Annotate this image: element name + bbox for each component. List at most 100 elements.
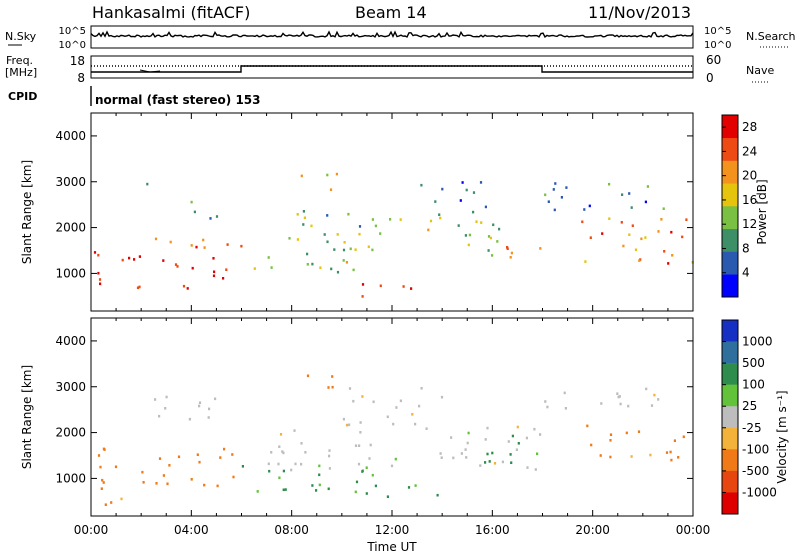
data-cell (608, 182, 611, 186)
data-cell (390, 464, 394, 468)
freq-tick-bottom: 8 (77, 71, 85, 85)
colorbar-segment (722, 406, 738, 429)
colorbar-tick-label: 20 (742, 169, 757, 183)
data-cell (622, 244, 625, 248)
data-cell (410, 287, 413, 290)
data-cell (671, 254, 674, 257)
data-cell (121, 258, 124, 262)
colorbar-tick-label: -500 (742, 464, 769, 478)
colorbar-segment (722, 160, 738, 184)
x-tick-label: 00:00 (676, 523, 711, 537)
velocity-heatmap (97, 374, 685, 506)
data-cell (526, 466, 529, 469)
data-cell (644, 236, 647, 239)
date-title: 11/Nov/2013 (588, 3, 691, 22)
data-cell (491, 254, 494, 257)
data-cell (198, 460, 201, 464)
colorbar-tick-label: 25 (742, 399, 757, 413)
colorbar-segment (722, 470, 738, 493)
data-cell (347, 212, 350, 216)
data-cell (231, 453, 234, 456)
data-cell (368, 457, 371, 460)
data-cell (114, 465, 118, 469)
data-cell (434, 200, 437, 203)
station-title: Hankasalmi (fitACF) (92, 3, 250, 22)
data-cell (625, 431, 628, 435)
data-cell (97, 454, 101, 457)
data-cell (479, 464, 482, 467)
x-tick-label: 16:00 (475, 523, 510, 537)
data-cell (193, 210, 196, 214)
data-cell (136, 286, 140, 290)
data-cell (628, 233, 631, 236)
colorbar-segment (722, 320, 738, 342)
data-cell (599, 454, 602, 457)
data-cell (282, 451, 285, 455)
data-cell (164, 407, 167, 410)
data-cell (414, 484, 417, 487)
data-cell (358, 225, 362, 228)
data-cell (328, 449, 331, 452)
data-cell (361, 395, 364, 398)
colorbar-tick-label: 8 (742, 241, 750, 255)
data-cell (399, 399, 402, 403)
data-cell (653, 393, 656, 397)
data-cell (506, 246, 509, 249)
data-cell (190, 244, 193, 247)
data-cell (99, 282, 102, 286)
colorbar-tick-label: -100 (742, 442, 769, 456)
data-cell (203, 246, 206, 249)
data-cell (154, 237, 158, 241)
data-cell (637, 430, 641, 433)
data-cell (158, 414, 161, 418)
colorbar-tick-label: 1000 (742, 335, 773, 349)
data-cell (464, 448, 467, 451)
data-cell (427, 228, 430, 232)
data-cell (268, 469, 271, 473)
data-cell (93, 251, 97, 254)
data-cell (669, 450, 672, 454)
data-cell (240, 244, 243, 248)
data-cell (379, 284, 382, 288)
colorbar-segment (722, 427, 738, 450)
data-cell (348, 387, 352, 390)
data-cell (619, 402, 622, 406)
data-cell (352, 399, 355, 403)
data-cell (222, 277, 225, 280)
noise-sky-line (90, 30, 694, 39)
data-cell (372, 400, 375, 404)
data-cell (546, 405, 549, 409)
data-cell (345, 261, 348, 264)
data-cell (386, 495, 389, 498)
data-cell (293, 429, 296, 432)
data-cell (142, 481, 145, 484)
data-cell (466, 441, 469, 445)
velocity-colorbar: 1000 500 100 25 -25 -100 -500 -1000 (721, 319, 777, 515)
data-cell (493, 462, 497, 465)
colorbar-segment (722, 228, 738, 252)
data-cell (326, 240, 329, 244)
colorbar-segment (722, 449, 738, 472)
data-cell (209, 217, 212, 220)
data-cell (225, 268, 228, 271)
power-heatmap (93, 172, 694, 298)
data-cell (97, 271, 100, 275)
data-cell (460, 452, 463, 455)
data-cell (296, 238, 299, 241)
data-cell (392, 422, 395, 426)
data-cell (491, 451, 494, 455)
data-cell (501, 460, 504, 464)
data-cell (176, 265, 179, 268)
colorbar-tick-label: 24 (742, 144, 757, 158)
data-cell (663, 250, 666, 253)
cpid-label: CPID (8, 90, 37, 103)
data-cell (609, 439, 612, 442)
data-cell (472, 210, 475, 214)
data-cell (650, 404, 654, 407)
data-cell (186, 287, 189, 290)
data-cell (315, 489, 318, 492)
data-cell (361, 295, 364, 298)
data-cell (361, 470, 364, 473)
data-cell (162, 259, 165, 262)
data-cell (327, 487, 330, 491)
